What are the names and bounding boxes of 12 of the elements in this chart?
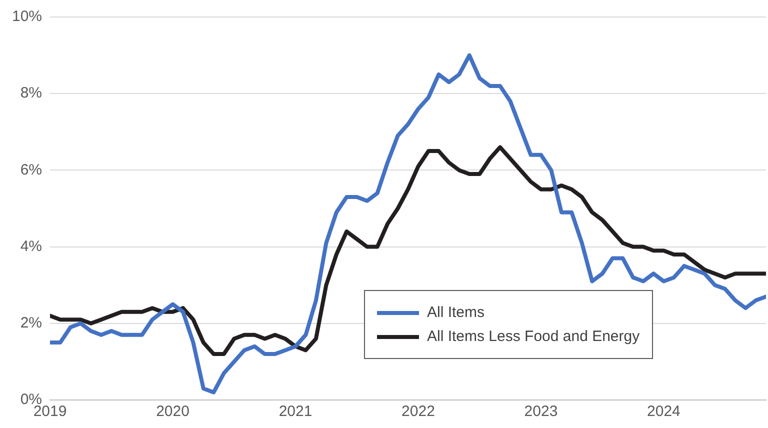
x-tick-label: 2024 bbox=[647, 403, 680, 420]
x-tick-label: 2022 bbox=[402, 403, 435, 420]
legend-label: All Items Less Food and Energy bbox=[427, 328, 640, 345]
y-tick-label: 10% bbox=[12, 8, 42, 26]
y-tick-label: 2% bbox=[20, 314, 42, 332]
y-tick-label: 4% bbox=[20, 238, 42, 255]
legend-label: All Items bbox=[427, 304, 485, 321]
x-tick-label: 2020 bbox=[156, 403, 190, 420]
x-tick-label: 2021 bbox=[278, 403, 312, 420]
x-tick-label: 2023 bbox=[524, 403, 558, 420]
y-tick-label: 8% bbox=[20, 84, 42, 102]
y-tick-label: 6% bbox=[20, 161, 42, 178]
